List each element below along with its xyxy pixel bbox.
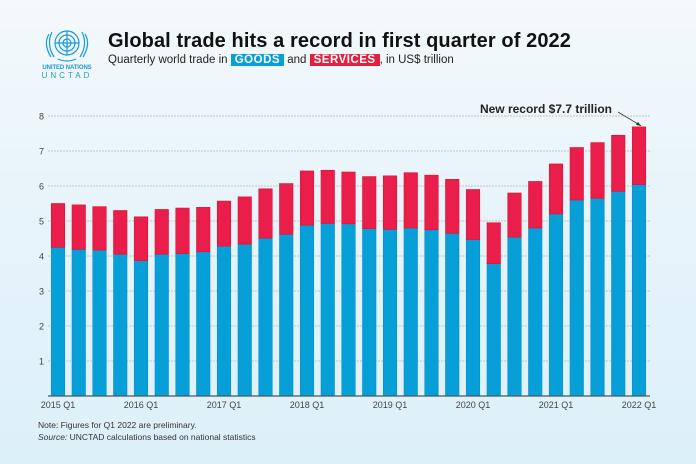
subtitle-and: and	[287, 54, 307, 66]
bar-services	[465, 189, 481, 240]
legend-services: SERVICES	[309, 54, 380, 66]
annotation-label: New record $7.7 trillion	[480, 102, 612, 116]
bar-services	[569, 147, 584, 201]
bar-goods	[341, 223, 356, 397]
bar-goods	[465, 239, 481, 397]
x-tick-label: 2019 Q1	[373, 400, 408, 410]
bar-goods	[216, 245, 232, 397]
y-tick-label: 3	[39, 287, 44, 297]
y-tick-label: 2	[39, 322, 44, 332]
x-tick-label: 2018 Q1	[290, 400, 325, 410]
bar-services	[154, 209, 169, 255]
y-tick-label: 7	[39, 147, 44, 157]
bar-services	[71, 204, 86, 250]
bar-goods	[50, 246, 66, 397]
y-tick-label: 8	[39, 112, 44, 122]
bar-goods	[196, 251, 211, 397]
bar-services	[279, 183, 294, 235]
bar-goods	[258, 237, 273, 397]
bar-goods	[507, 236, 522, 397]
bar-goods	[548, 213, 564, 397]
footnote: Note: Figures for Q1 2022 are preliminar…	[38, 419, 256, 443]
bar-goods	[113, 253, 128, 397]
bar-services	[445, 179, 460, 234]
y-tick-label: 4	[39, 252, 44, 262]
logo-line2: UNCTAD	[41, 71, 93, 80]
bar-services	[216, 200, 232, 247]
bar-services	[237, 196, 252, 245]
bar-services	[631, 126, 647, 185]
bar-goods	[403, 227, 418, 397]
unctad-logo: UNITED NATIONS UNCTAD	[36, 24, 98, 80]
bar-services	[299, 170, 315, 226]
bar-services	[362, 176, 377, 230]
bar-goods	[486, 263, 501, 397]
bar-goods	[320, 223, 335, 397]
bar-services	[133, 216, 149, 261]
bar-services	[486, 222, 501, 265]
bar-services	[611, 134, 626, 192]
legend-goods: GOODS	[230, 54, 285, 66]
bar-goods	[611, 190, 626, 397]
source-body: UNCTAD calculations based on national st…	[67, 432, 256, 442]
bar-goods	[154, 253, 169, 397]
x-tick-label: 2017 Q1	[207, 400, 242, 410]
y-tick-label: 1	[39, 357, 44, 367]
bar-goods	[92, 249, 107, 397]
bar-services	[528, 181, 543, 229]
bar-goods	[590, 197, 605, 397]
x-tick-label: 2016 Q1	[124, 400, 159, 410]
bar-goods	[362, 228, 377, 397]
subtitle-prefix: Quarterly world trade in	[108, 54, 228, 66]
bar-goods	[424, 229, 439, 397]
y-tick-label: 6	[39, 182, 44, 192]
y-tick-label: 5	[39, 217, 44, 227]
un-emblem-icon	[45, 30, 89, 62]
x-tick-label: 2020 Q1	[456, 400, 491, 410]
chart-title: Global trade hits a record in first quar…	[108, 30, 571, 52]
bar-services	[50, 203, 66, 248]
x-tick-label: 2015 Q1	[41, 400, 76, 410]
bar-services	[548, 163, 564, 215]
bar-services	[175, 207, 190, 254]
note-text: Note: Figures for Q1 2022 are preliminar…	[38, 420, 197, 430]
x-tick-label: 2021 Q1	[539, 400, 574, 410]
bar-services	[92, 206, 107, 251]
bar-services	[258, 188, 273, 239]
source-label: Source:	[38, 432, 68, 442]
bar-services	[507, 192, 522, 238]
bar-goods	[279, 234, 294, 397]
chart-subtitle: Quarterly world trade in GOODS and SERVI…	[108, 54, 454, 66]
bar-services	[341, 171, 356, 225]
bar-services	[403, 172, 418, 229]
bar-goods	[175, 253, 190, 397]
bar-goods	[569, 199, 584, 397]
bar-goods	[71, 249, 86, 397]
subtitle-suffix: , in US$ trillion	[379, 54, 454, 66]
bar-goods	[445, 232, 460, 397]
bar-goods	[237, 243, 252, 397]
bar-goods	[631, 184, 647, 397]
bar-services	[320, 169, 335, 224]
bar-goods	[133, 260, 149, 397]
bar-services	[382, 175, 398, 230]
bar-services	[424, 174, 439, 231]
bar-services	[590, 142, 605, 199]
source-text: Source: UNCTAD calculations based on nat…	[38, 431, 256, 443]
bar-goods	[382, 229, 398, 397]
arrowhead-icon	[636, 121, 641, 126]
bar-goods	[299, 224, 315, 397]
bar-goods	[528, 227, 543, 397]
bar-services	[196, 207, 211, 253]
bar-services	[113, 210, 128, 255]
x-tick-label: 2022 Q1	[622, 400, 657, 410]
logo-line1: UNITED NATIONS	[42, 65, 92, 71]
